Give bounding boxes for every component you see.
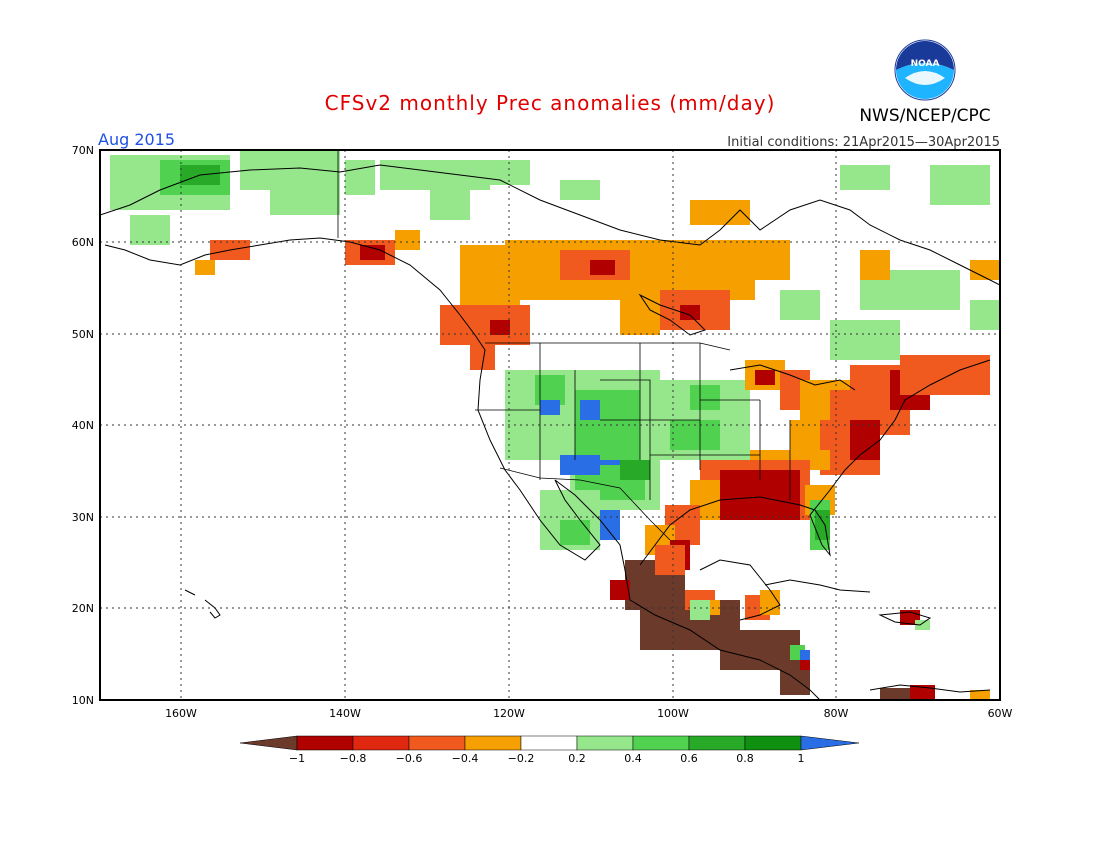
lat-label: 10N	[72, 694, 94, 707]
anomaly-cell	[560, 180, 600, 200]
legend-label: 0.8	[736, 752, 754, 765]
anomaly-cell	[930, 165, 990, 205]
anomaly-cell	[195, 260, 215, 275]
anomaly-cell	[910, 685, 935, 700]
month-label: Aug 2015	[98, 130, 175, 149]
anomaly-cell	[490, 320, 510, 335]
anomaly-cell	[510, 430, 540, 450]
anomaly-cell	[560, 455, 600, 475]
legend-arrow-left	[239, 735, 298, 751]
legend-label: 0.6	[680, 752, 698, 765]
graticule	[100, 150, 1000, 700]
anomaly-cell	[655, 545, 685, 575]
lon-label: 140W	[329, 707, 361, 720]
agency-label: NWS/NCEP/CPC	[859, 106, 990, 126]
anomaly-cell	[710, 240, 790, 280]
lat-label: 20N	[72, 602, 94, 615]
anomaly-cell	[970, 300, 1000, 330]
anomaly-cell	[900, 355, 990, 395]
legend-swatch	[296, 735, 354, 751]
longitude-labels: 160W 140W 120W 100W 80W 60W	[165, 707, 1012, 720]
anomaly-cell	[800, 650, 810, 660]
anomaly-cell	[840, 165, 890, 190]
latitude-labels: 70N 60N 50N 40N 30N 20N 10N	[72, 144, 94, 707]
legend-swatch	[688, 735, 746, 751]
anomaly-cell	[970, 690, 990, 700]
anomaly-cell	[720, 630, 800, 670]
legend-label: −0.8	[340, 752, 367, 765]
color-legend	[239, 735, 860, 751]
legend-swatch	[464, 735, 522, 751]
lon-label: 60W	[988, 707, 1013, 720]
anomaly-cell	[440, 305, 530, 345]
anomaly-cell	[620, 295, 660, 335]
anomaly-cell	[780, 290, 820, 320]
anomaly-cell	[560, 520, 590, 545]
anomaly-cell	[860, 250, 890, 280]
anomaly-cell	[590, 260, 615, 275]
legend-arrow-right	[800, 735, 860, 751]
lon-label: 160W	[165, 707, 197, 720]
lon-label: 80W	[824, 707, 849, 720]
map-frame	[99, 149, 1001, 701]
legend-swatch	[576, 735, 634, 751]
legend-swatch	[520, 735, 578, 751]
lon-label: 100W	[657, 707, 689, 720]
legend-swatch	[632, 735, 690, 751]
legend-label: −0.2	[508, 752, 535, 765]
legend-swatch	[352, 735, 410, 751]
anomaly-cell	[690, 385, 720, 410]
lat-label: 30N	[72, 511, 94, 524]
lat-label: 70N	[72, 144, 94, 157]
legend-label: −0.4	[452, 752, 479, 765]
anomaly-cell	[610, 580, 630, 600]
anomaly-cell	[395, 230, 420, 250]
anomaly-cell	[680, 305, 700, 320]
anomaly-cell	[580, 400, 600, 420]
legend-label: −0.6	[396, 752, 423, 765]
noaa-logo: NOAA	[894, 39, 956, 101]
anomaly-cell	[800, 660, 810, 670]
anomaly-cell	[600, 420, 640, 460]
legend-label: −1	[289, 752, 305, 765]
political-boundaries	[337, 150, 791, 541]
noaa-logo-text: NOAA	[911, 59, 940, 69]
anomaly-cell	[915, 620, 930, 630]
legend-label: 0.4	[624, 752, 642, 765]
lat-label: 60N	[72, 236, 94, 249]
legend-label: 0.2	[568, 752, 586, 765]
anomaly-cells	[110, 150, 1000, 700]
anomaly-cell	[345, 160, 375, 195]
anomaly-cell	[690, 200, 750, 225]
lat-label: 50N	[72, 328, 94, 341]
anomaly-cell	[755, 370, 775, 385]
anomaly-cell	[970, 260, 1000, 280]
initial-conditions-text: Initial conditions: 21Apr2015—30Apr2015	[727, 135, 1000, 150]
legend-swatch	[744, 735, 802, 751]
lon-label: 120W	[493, 707, 525, 720]
legend-swatch	[408, 735, 466, 751]
anomaly-cell	[540, 400, 560, 415]
lat-label: 40N	[72, 419, 94, 432]
anomaly-cell	[360, 245, 385, 260]
color-legend-labels: −1 −0.8 −0.6 −0.4 −0.2 0.2 0.4 0.6 0.8 1	[289, 752, 805, 765]
anomaly-cell	[830, 320, 900, 360]
anomaly-cell	[270, 190, 340, 215]
anomaly-cell	[815, 510, 830, 540]
anomaly-cell	[470, 160, 530, 185]
legend-label: 1	[798, 752, 805, 765]
anomaly-cell	[620, 460, 650, 480]
map-title: CFSv2 monthly Prec anomalies (mm/day)	[325, 91, 776, 115]
anomaly-cell	[430, 190, 470, 220]
anomaly-cell	[780, 670, 810, 695]
anomaly-cell	[130, 215, 170, 245]
anomaly-cell	[760, 590, 780, 615]
anomaly-cell	[850, 420, 880, 460]
anomaly-cell	[690, 600, 710, 620]
